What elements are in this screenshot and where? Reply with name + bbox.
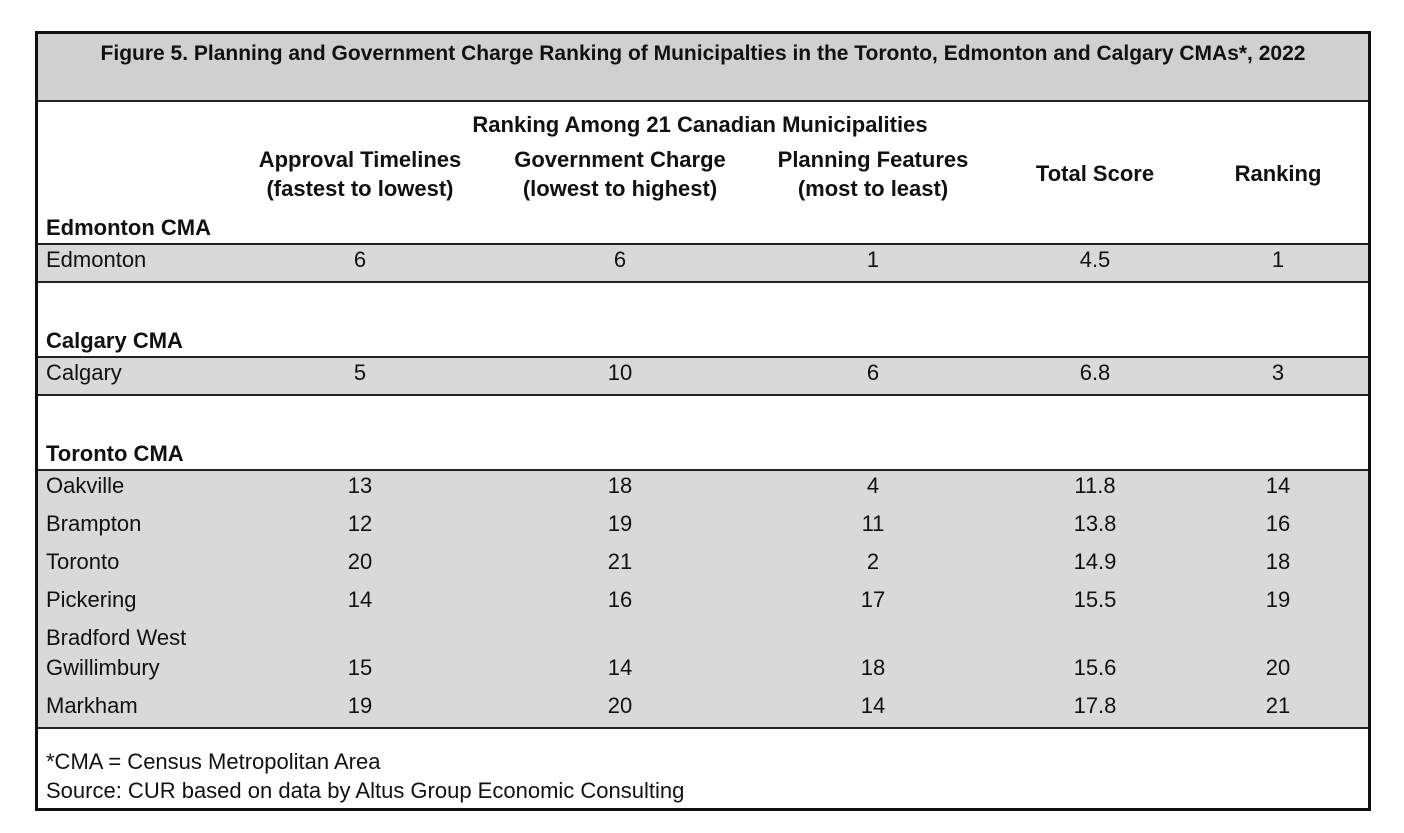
table-cell: 20 xyxy=(1265,655,1291,680)
table-cell: 15 xyxy=(347,655,373,680)
table-cell: 10 xyxy=(607,360,633,385)
table-cell: 18 xyxy=(860,655,886,680)
section-header: Calgary CMA xyxy=(46,328,183,353)
table-cell: 6 xyxy=(613,247,627,272)
column-header: (most to least) xyxy=(797,176,949,201)
table-title: Figure 5. Planning and Government Charge… xyxy=(38,34,1368,102)
table-cell: 13 xyxy=(347,473,373,498)
table-cell: 15.5 xyxy=(1073,587,1117,612)
table-cell: 20 xyxy=(607,693,633,718)
table-cell: 13.8 xyxy=(1073,511,1117,536)
footnote: *CMA = Census Metropolitan Area xyxy=(46,749,381,774)
section-header: Toronto CMA xyxy=(46,441,184,466)
table-cell: 18 xyxy=(607,473,633,498)
table-cell: 19 xyxy=(347,693,373,718)
table-cell: 19 xyxy=(1265,587,1291,612)
table-cell: 15.6 xyxy=(1073,655,1117,680)
table-cell: 17 xyxy=(860,587,886,612)
row-label: Pickering xyxy=(46,587,137,612)
table-cell: 16 xyxy=(607,587,633,612)
table-cell: 21 xyxy=(607,549,633,574)
table-cell: 6 xyxy=(866,360,880,385)
row-band xyxy=(38,469,1368,729)
table-cell: 12 xyxy=(347,511,373,536)
row-label: Bradford West Gwillimbury xyxy=(46,625,187,680)
table-cell: 21 xyxy=(1265,693,1291,718)
table-cell: 20 xyxy=(347,549,373,574)
row-label: Edmonton xyxy=(46,247,147,272)
table-cell: 14 xyxy=(607,655,633,680)
table-cell: 11.8 xyxy=(1074,473,1116,498)
footnote: Source: CUR based on data by Altus Group… xyxy=(46,778,685,803)
column-header: Approval Timelines xyxy=(258,147,462,172)
column-header: Government Charge xyxy=(514,147,726,172)
row-label: Calgary xyxy=(46,360,122,385)
section-header: Edmonton CMA xyxy=(46,215,211,240)
column-header: (lowest to highest) xyxy=(522,176,718,201)
column-header: Ranking xyxy=(1234,161,1322,186)
table-cell: 5 xyxy=(353,360,367,385)
table-cell: 11 xyxy=(861,511,885,536)
table-cell: 14 xyxy=(1265,473,1291,498)
table-cell: 14 xyxy=(347,587,373,612)
table-cell: 18 xyxy=(1265,549,1291,574)
table-cell: 14 xyxy=(860,693,886,718)
table-cell: 1 xyxy=(866,247,880,272)
table-frame xyxy=(35,31,1371,811)
table-cell: 16 xyxy=(1265,511,1291,536)
table-cell: 4 xyxy=(866,473,880,498)
table-cell: 17.8 xyxy=(1073,693,1117,718)
table-cell: 3 xyxy=(1271,360,1285,385)
row-label: Toronto xyxy=(46,549,120,574)
row-band xyxy=(38,356,1368,396)
row-band xyxy=(38,243,1368,283)
table-cell: 4.5 xyxy=(1079,247,1111,272)
row-label: Markham xyxy=(46,693,138,718)
row-label: Brampton xyxy=(46,511,142,536)
table-cell: 14.9 xyxy=(1073,549,1117,574)
row-label: Oakville xyxy=(46,473,125,498)
table-cell: 19 xyxy=(607,511,633,536)
group-header: Ranking Among 21 Canadian Municipalities xyxy=(472,112,928,137)
column-header: Total Score xyxy=(1035,161,1155,186)
table-cell: 2 xyxy=(866,549,880,574)
table-cell: 6.8 xyxy=(1079,360,1111,385)
table-cell: 6 xyxy=(353,247,367,272)
column-header: Planning Features xyxy=(777,147,969,172)
column-header: (fastest to lowest) xyxy=(266,176,454,201)
table-cell: 1 xyxy=(1271,247,1285,272)
